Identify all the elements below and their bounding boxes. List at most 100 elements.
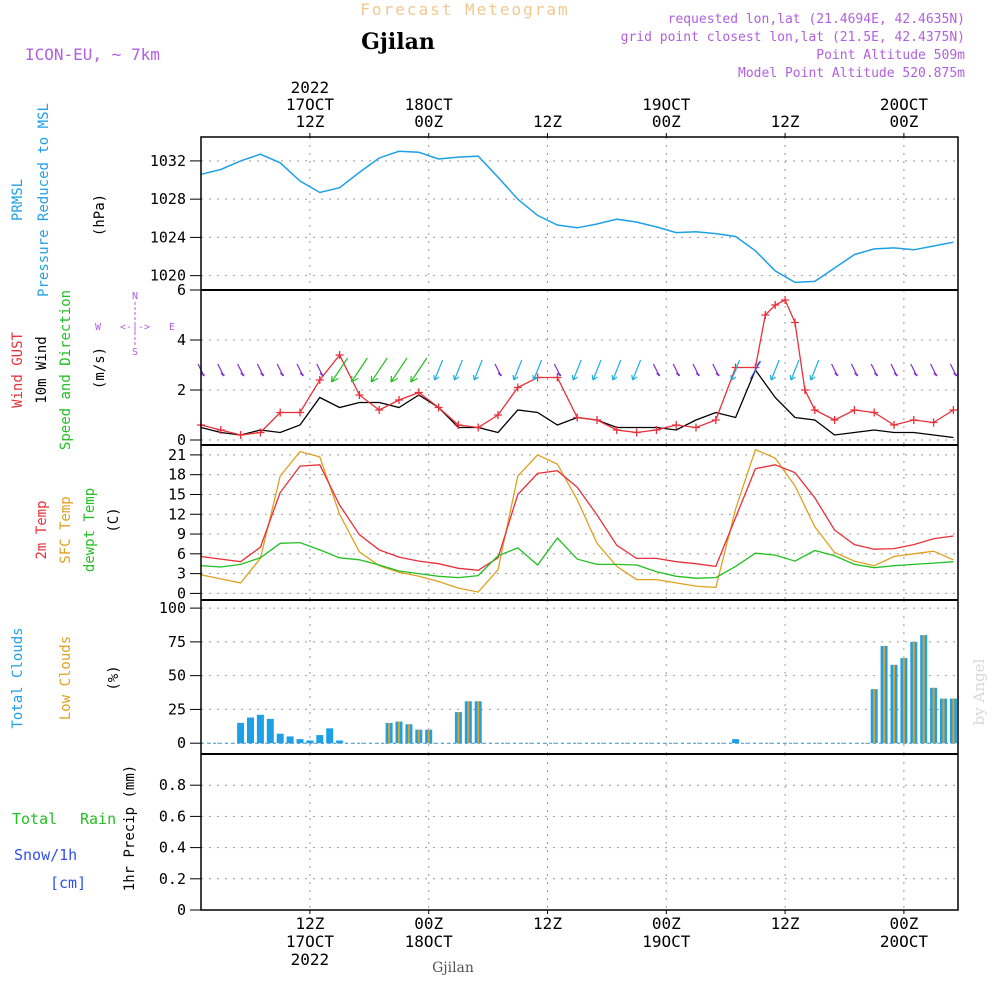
low-cloud-bar xyxy=(922,635,925,744)
wind-gust-marker xyxy=(791,318,799,327)
wind-unit: (m/s) xyxy=(92,347,108,389)
total-cloud-bar xyxy=(286,736,294,744)
y-tick-label: 75 xyxy=(168,633,186,651)
y-tick-label: 0 xyxy=(177,734,186,752)
grid-lines xyxy=(201,137,958,911)
compass-w: W xyxy=(95,322,102,333)
precip-snow: Snow/1h xyxy=(14,846,77,864)
low-cloud-bar xyxy=(417,729,420,744)
total-cloud-bar xyxy=(336,740,344,744)
panel-frames xyxy=(200,136,959,911)
model-label: ICON-EU, ~ 7km xyxy=(25,45,160,64)
y-tick-label: 4 xyxy=(177,331,186,349)
total-cloud-bar xyxy=(326,728,334,744)
wind-label-1: Wind GUST xyxy=(10,332,26,408)
bottom-time-label: 00Z xyxy=(652,914,681,933)
precip-unit: 1hr Precip (mm) xyxy=(122,765,138,891)
forecast-title: Forecast Meteogram xyxy=(360,0,569,19)
top-time-label: 00Z xyxy=(414,112,443,131)
low-cloud-bar xyxy=(942,698,945,744)
station-title: Gjilan xyxy=(361,29,435,55)
y-axis-ticks: 1020102410281032024603691215182102550751… xyxy=(150,152,201,919)
wind-gust-marker xyxy=(395,396,403,404)
wind-gust-marker xyxy=(612,426,621,434)
pressure-labels: PRMSL Pressure Reduced to MSL (hPa) xyxy=(10,103,108,297)
wind-direction-arrow xyxy=(276,363,284,377)
y-tick-label: 25 xyxy=(168,700,186,718)
dewpt-line xyxy=(200,536,954,579)
total-cloud-bar xyxy=(266,718,274,744)
wind-direction-arrow xyxy=(410,357,428,383)
y-tick-label: 0 xyxy=(177,431,186,449)
wind-gust-marker xyxy=(236,431,245,439)
y-tick-label: 0 xyxy=(177,584,186,602)
cloud-unit: (%) xyxy=(106,665,122,690)
bottom-time-label: 19OCT xyxy=(642,932,691,951)
pressure-label-2: Pressure Reduced to MSL xyxy=(36,103,52,297)
low-cloud-bar xyxy=(893,664,895,744)
wind-direction-arrow xyxy=(910,363,918,377)
low-cloud-bar xyxy=(388,722,391,744)
grid-point-coords: grid point closest lon,lat (21.5E, 42.43… xyxy=(621,30,965,45)
temp-labels: 2m Temp SFC Temp dewpt Temp (C) xyxy=(34,488,122,572)
wind-direction-arrow xyxy=(256,363,265,377)
y-tick-label: 1028 xyxy=(150,190,186,208)
wind-gust-marker xyxy=(850,406,859,414)
bottom-time-label: 00Z xyxy=(889,914,918,933)
model-altitude: Model Point Altitude 520.875m xyxy=(738,66,965,81)
series-layer xyxy=(197,150,958,911)
y-tick-label: 21 xyxy=(168,446,186,464)
wind-gust-marker xyxy=(890,421,898,429)
y-tick-label: 15 xyxy=(168,485,186,503)
watermark: by Angel xyxy=(970,658,988,725)
total-cloud-bar xyxy=(306,740,314,744)
wind-direction-arrow xyxy=(652,363,661,377)
bottom-time-label: 00Z xyxy=(414,914,443,933)
compass-s: S xyxy=(132,347,138,358)
temp-unit: (C) xyxy=(106,507,122,532)
total-cloud-bar xyxy=(237,722,245,744)
wind-direction-arrow xyxy=(930,363,938,377)
wind-gust-marker xyxy=(632,428,641,437)
wind-direction-arrow xyxy=(949,363,958,377)
wind-direction-arrow xyxy=(890,363,898,377)
temp-label-1: 2m Temp xyxy=(34,500,50,559)
total-cloud-bar xyxy=(256,714,264,744)
precip-cm: [cm] xyxy=(50,874,86,892)
wind-direction-arrow xyxy=(769,359,780,381)
wind-gust-marker xyxy=(761,311,770,319)
wind-gust-line xyxy=(200,299,954,436)
wind-direction-arrow xyxy=(571,359,582,381)
wind-direction-arrow xyxy=(672,363,680,377)
wind-direction-arrow xyxy=(850,363,859,377)
wind-speed-line xyxy=(200,368,954,439)
wind-direction-arrow xyxy=(532,359,543,381)
wind-gust-marker xyxy=(711,416,720,424)
wind-gust-marker xyxy=(949,406,958,414)
wind-gust-marker xyxy=(553,373,562,382)
y-tick-label: 1020 xyxy=(150,267,186,285)
wind-label-3: Speed and Direction xyxy=(58,290,74,450)
point-altitude: Point Altitude 509m xyxy=(816,48,965,63)
low-cloud-bar xyxy=(873,689,876,744)
precip-rain: Rain xyxy=(80,810,116,828)
wind-gust-marker xyxy=(355,391,364,399)
wind-direction-arrow xyxy=(331,357,349,383)
footer-station: Gjilan xyxy=(432,960,474,976)
top-time-label: 12Z xyxy=(771,112,800,131)
wind-direction-arrow xyxy=(809,359,820,381)
y-tick-label: 2 xyxy=(177,381,186,399)
y-tick-label: 1032 xyxy=(150,152,186,170)
wind-direction-arrow xyxy=(296,363,304,377)
total-cloud-bar xyxy=(276,733,284,744)
bottom-time-label: 12Z xyxy=(533,914,562,933)
wind-gust-marker xyxy=(256,428,265,437)
top-time-label: 18OCT xyxy=(405,95,454,114)
y-tick-label: 6 xyxy=(177,545,186,563)
wind-direction-arrow xyxy=(730,359,741,381)
wind-gust-marker xyxy=(454,421,463,429)
y-tick-label: 100 xyxy=(159,599,186,617)
wind-direction-arrow xyxy=(591,359,602,381)
y-tick-label: 12 xyxy=(168,505,186,523)
